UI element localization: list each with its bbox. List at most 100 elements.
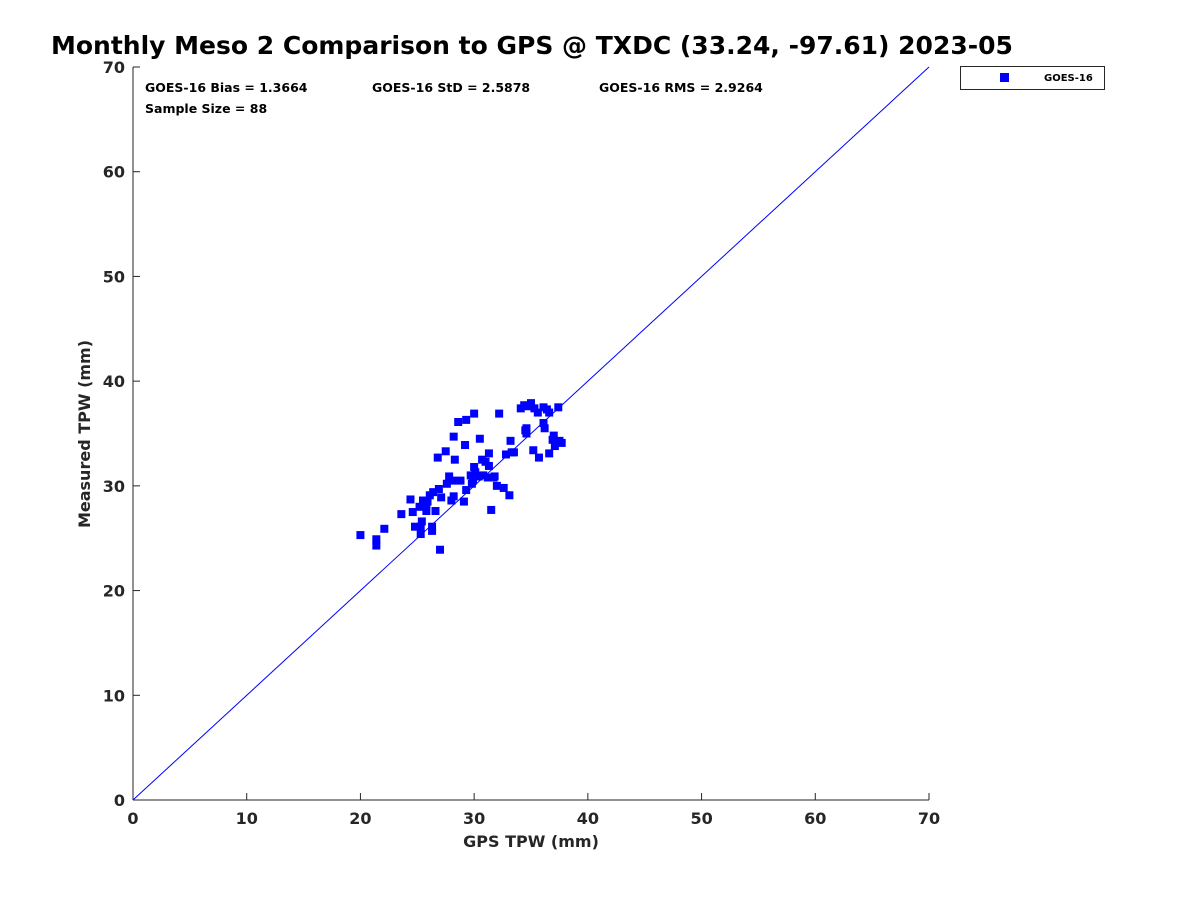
data-point (530, 404, 539, 413)
legend-box (960, 66, 1105, 90)
data-point (521, 426, 530, 435)
x-tick-label: 30 (463, 809, 485, 828)
data-point (442, 479, 451, 488)
chart-title: Monthly Meso 2 Comparison to GPS @ TXDC … (51, 31, 1013, 60)
stat-rms: GOES-16 RMS = 2.9264 (599, 80, 763, 95)
data-point (506, 436, 515, 445)
data-point (539, 419, 548, 428)
y-axis-label: Measured TPW (mm) (75, 340, 94, 528)
data-point (462, 486, 471, 495)
data-point (492, 481, 501, 490)
data-point (449, 492, 458, 501)
x-tick-label: 40 (577, 809, 599, 828)
data-point (408, 508, 417, 517)
data-point (397, 510, 406, 519)
legend: GOES-16 (960, 66, 1105, 90)
data-point (422, 506, 431, 515)
x-axis-label: GPS TPW (mm) (463, 832, 599, 851)
x-axis-ticks: 0 10 20 30 40 50 60 70 (127, 793, 940, 828)
data-point (445, 472, 454, 481)
y-tick-label: 20 (103, 582, 125, 601)
data-point (487, 505, 496, 514)
data-point (448, 476, 457, 485)
data-point (456, 476, 465, 485)
data-point (461, 441, 470, 450)
data-point (418, 496, 427, 505)
stat-std: GOES-16 StD = 2.5878 (372, 80, 530, 95)
data-point (470, 463, 479, 472)
data-point (416, 530, 425, 539)
stat-bias: GOES-16 Bias = 1.3664 (145, 80, 308, 95)
data-point (471, 468, 480, 477)
data-point (484, 461, 493, 470)
data-point (554, 403, 563, 412)
data-point (450, 455, 459, 464)
x-tick-label: 20 (349, 809, 371, 828)
data-point (356, 531, 365, 540)
data-point (436, 545, 445, 554)
data-point (466, 471, 475, 480)
data-point (481, 457, 490, 466)
data-point (479, 471, 488, 480)
data-point (545, 449, 554, 458)
data-point (495, 409, 504, 418)
data-points-goes-16 (356, 399, 566, 554)
y-tick-label: 40 (103, 372, 125, 391)
data-point (429, 488, 438, 497)
data-point (372, 541, 381, 550)
data-point (474, 472, 483, 481)
x-tick-label: 10 (236, 809, 258, 828)
data-point (428, 522, 437, 531)
y-tick-label: 60 (103, 163, 125, 182)
data-point (431, 506, 440, 515)
data-point (534, 453, 543, 462)
data-point (416, 522, 425, 531)
data-point (483, 473, 492, 482)
y-tick-label: 70 (103, 58, 125, 77)
y-tick-label: 0 (114, 791, 125, 810)
data-point (437, 493, 446, 502)
x-tick-label: 50 (690, 809, 712, 828)
data-point (434, 484, 443, 493)
data-point (490, 472, 499, 481)
data-point (470, 409, 479, 418)
data-point (415, 502, 424, 511)
data-point (550, 442, 559, 451)
data-point (484, 449, 493, 458)
stat-sample-size: Sample Size = 88 (145, 101, 267, 116)
data-point (540, 424, 549, 433)
legend-marker-square (1000, 73, 1009, 82)
data-point (520, 401, 529, 410)
data-point (499, 483, 508, 492)
one-to-one-reference-line (132, 66, 930, 801)
data-point (406, 495, 415, 504)
data-point (428, 526, 437, 535)
y-tick-label: 10 (103, 686, 125, 705)
data-point (411, 522, 420, 531)
x-tick-label: 0 (127, 809, 138, 828)
data-point (423, 497, 432, 506)
data-point (469, 476, 478, 485)
data-point (549, 431, 558, 440)
data-point (459, 497, 468, 506)
data-point (533, 408, 542, 417)
data-point (433, 453, 442, 462)
data-point (449, 432, 458, 441)
data-point (557, 438, 566, 447)
data-point (380, 524, 389, 533)
legend-entry-goes-16: GOES-16 (1044, 73, 1093, 84)
data-point (447, 496, 456, 505)
data-point (529, 446, 538, 455)
data-point (545, 408, 554, 417)
data-point (505, 491, 514, 500)
data-point (507, 448, 516, 457)
y-axis-ticks: 0 10 20 30 40 50 60 70 (103, 58, 140, 810)
data-point (454, 417, 463, 426)
data-point (527, 399, 535, 408)
x-tick-label: 70 (918, 809, 940, 828)
data-point (501, 450, 510, 459)
data-point (372, 535, 381, 544)
data-point (548, 435, 557, 444)
